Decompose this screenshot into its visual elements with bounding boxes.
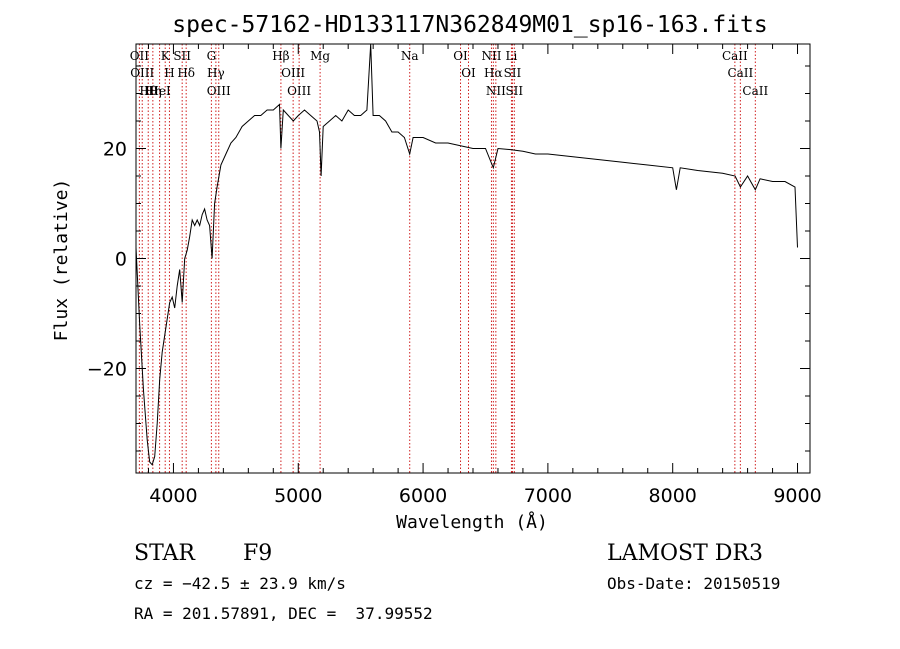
line-marker-label: OIII <box>287 84 311 98</box>
object-subclass: F9 <box>243 541 272 566</box>
line-marker-label: Hθ <box>139 84 157 98</box>
line-marker-label: Hδ <box>177 66 195 80</box>
line-marker-label: OI <box>461 66 476 80</box>
line-marker-label: CaII <box>742 84 768 98</box>
y-tick-label: 0 <box>115 249 127 271</box>
line-marker-label: G <box>207 49 217 63</box>
y-axis-label: Flux (relative) <box>51 179 72 342</box>
line-marker-label: Mg <box>310 49 330 63</box>
line-marker-label: Hη <box>144 84 162 98</box>
line-marker-label: HeI <box>148 84 171 98</box>
chart-title: spec-57162-HD133117N362849M01_sp16-163.f… <box>172 12 767 38</box>
spectrum-line <box>135 43 798 466</box>
line-marker-label: Hα <box>484 66 503 80</box>
line-marker-label: OIII <box>130 66 154 80</box>
line-marker-label: Na <box>401 49 419 63</box>
y-axis-ticks: −20 0 20 <box>87 65 810 452</box>
line-marker-label: SII <box>173 49 191 63</box>
x-axis-label: Wavelength (Å) <box>396 511 548 533</box>
line-marker-label: NII <box>481 49 501 63</box>
x-tick-label: 6000 <box>399 485 447 507</box>
line-marker-label: CaII <box>727 66 753 80</box>
y-tick-label: 20 <box>103 139 127 161</box>
line-marker-label: Hβ <box>272 49 289 63</box>
line-marker-label: K <box>161 49 171 63</box>
obs-date: Obs-Date: 20150519 <box>607 574 780 593</box>
line-marker-label: OIII <box>281 66 305 80</box>
y-tick-label: −20 <box>87 359 127 381</box>
line-marker-label: H <box>164 66 174 80</box>
line-marker-label: CaII <box>722 49 748 63</box>
line-marker-label: SII <box>505 84 523 98</box>
coordinates: RA = 201.57891, DEC = 37.99552 <box>134 604 433 623</box>
line-markers <box>138 44 756 473</box>
line-marker-label: SII <box>504 66 522 80</box>
line-marker-label: Hγ <box>207 66 225 80</box>
x-tick-label: 4000 <box>149 485 197 507</box>
line-marker-label: OII <box>130 49 150 63</box>
x-axis-ticks: 4000 5000 6000 7000 8000 9000 <box>147 44 822 507</box>
line-marker-label: OIII <box>207 84 231 98</box>
redshift-text: cz = −42.5 ± 23.9 km/s <box>134 574 346 593</box>
line-marker-label: Li <box>506 49 518 63</box>
line-marker-label: OI <box>453 49 468 63</box>
plot-frame <box>135 43 811 474</box>
x-tick-label: 9000 <box>773 485 821 507</box>
x-tick-label: 7000 <box>524 485 572 507</box>
object-class: STAR <box>134 541 196 566</box>
x-tick-label: 5000 <box>274 485 322 507</box>
survey-name: LAMOST DR3 <box>607 541 763 566</box>
line-marker-label: NII <box>486 84 506 98</box>
x-tick-label: 8000 <box>649 485 697 507</box>
